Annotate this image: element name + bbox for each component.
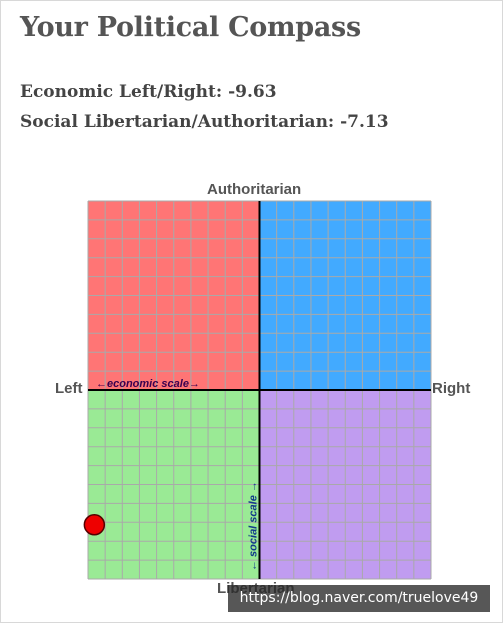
social-scale-label: ← social scale → — [248, 481, 260, 571]
axis-label-authoritarian: Authoritarian — [207, 181, 302, 198]
social-score: Social Libertarian/Authoritarian: -7.13 — [20, 112, 389, 132]
result-point — [83, 514, 106, 536]
page-title: Your Political Compass — [20, 12, 361, 43]
economic-scale-label: ←economic scale→ — [96, 378, 200, 390]
economic-score: Economic Left/Right: -9.63 — [20, 82, 277, 102]
axis-label-right: Right — [432, 380, 471, 397]
axis-label-left: Left — [55, 380, 83, 397]
watermark: https://blog.naver.com/truelove49 — [228, 585, 490, 612]
